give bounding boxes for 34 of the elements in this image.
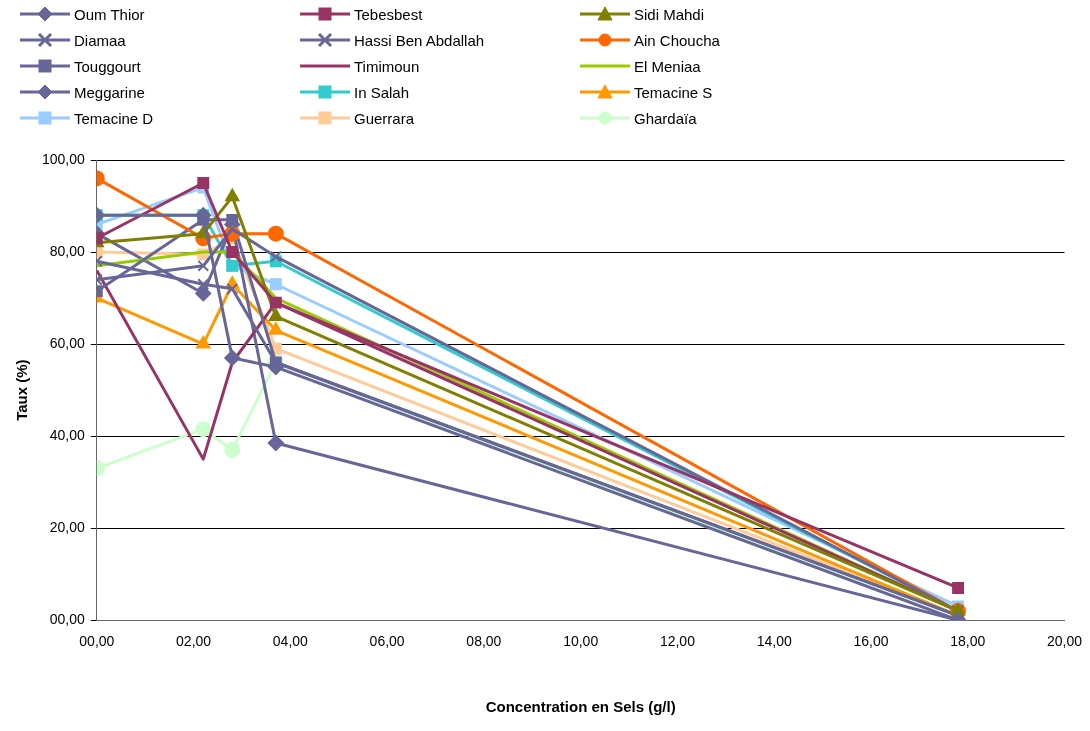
x-tick-label: 10,00 [563,633,599,650]
legend-label: Meggarine [74,83,145,101]
x-tick-label: 20,00 [1046,633,1083,650]
legend-label: Hassi Ben Abdallah [354,31,485,49]
legend-label: Diamaa [74,31,126,49]
legend-label: Timimoun [354,57,420,75]
x-tick-label: 12,00 [659,633,696,650]
legend-label: Sidi Mahdi [634,5,705,23]
legend-label: El Meniaa [634,57,701,75]
y-tick-label: 40,00 [49,426,86,443]
x-tick-label: 00,00 [79,633,115,650]
x-tick-label: 04,00 [272,633,309,650]
x-tick-label: 16,00 [853,633,889,650]
legend-label: In Salah [354,83,410,101]
y-tick-label: 60,00 [49,334,86,351]
y-tick-label: 00,00 [49,611,86,628]
x-tick-label: 08,00 [466,633,502,650]
y-axis-title: Taux (%) [13,359,31,421]
legend-label: Temacine S [634,83,713,101]
y-tick-label: 80,00 [49,242,86,259]
legend-label: Ain Choucha [634,31,720,49]
legend-label: Ghardaïa [634,109,697,127]
x-axis-title: Concentration en Sels (g/l) [485,698,676,716]
legend-label: Guerrara [354,109,415,127]
x-tick-label: 18,00 [950,633,986,650]
legend-label: Tebesbest [354,5,423,23]
x-tick-label: 02,00 [176,633,212,650]
legend-label: Touggourt [74,57,141,75]
x-tick-label: 06,00 [369,633,405,650]
x-tick-label: 14,00 [756,633,792,650]
legend-label: Temacine D [74,109,154,127]
y-tick-label: 20,00 [49,519,86,536]
legend-label: Oum Thior [74,5,145,23]
y-tick-label: 100,00 [41,150,86,167]
